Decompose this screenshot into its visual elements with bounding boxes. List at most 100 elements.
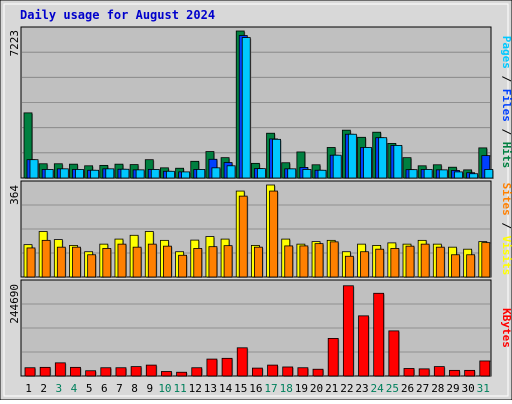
x-tick-label: 19 bbox=[295, 382, 308, 395]
pages-bar bbox=[469, 173, 479, 179]
kbytes-bar bbox=[145, 364, 157, 377]
sites-bar bbox=[344, 255, 354, 278]
sites-bar bbox=[41, 239, 51, 278]
kbytes-bar bbox=[70, 366, 81, 377]
sites-bar bbox=[117, 243, 127, 278]
x-tick-label: 5 bbox=[86, 382, 93, 395]
sites-bar bbox=[269, 190, 278, 278]
sites-bar bbox=[284, 245, 294, 278]
kbytes-bar bbox=[221, 357, 233, 377]
pages-bar bbox=[317, 169, 327, 179]
sites-bar bbox=[451, 254, 460, 278]
sites-bar bbox=[26, 247, 36, 278]
series-legend: KBytes bbox=[500, 308, 512, 348]
sites-bar bbox=[102, 248, 112, 278]
x-tick-label: 16 bbox=[249, 382, 262, 395]
kbytes-bar bbox=[191, 367, 203, 377]
pages-bar bbox=[332, 154, 342, 179]
pages-bar bbox=[166, 170, 175, 179]
x-tick-label: 21 bbox=[325, 382, 338, 395]
legend-hits: Hits bbox=[500, 142, 512, 169]
kbytes-bar bbox=[464, 369, 476, 377]
x-tick-label: 7 bbox=[116, 382, 123, 395]
pages-bar bbox=[378, 137, 388, 179]
sites-bar bbox=[147, 243, 157, 278]
legend-separator: / bbox=[500, 216, 512, 236]
x-tick-label: 30 bbox=[462, 382, 475, 395]
sites-bar bbox=[329, 241, 339, 278]
kbytes-bar bbox=[282, 366, 294, 377]
pages-bar bbox=[363, 147, 372, 179]
x-tick-label: 1 bbox=[25, 382, 32, 395]
pages-bar bbox=[393, 145, 403, 179]
sites-bar bbox=[223, 245, 233, 278]
x-tick-label: 26 bbox=[401, 382, 414, 395]
pages-bar bbox=[150, 169, 160, 179]
sites-bar bbox=[178, 254, 188, 278]
chart-bars bbox=[23, 30, 494, 377]
x-tick-label: 4 bbox=[71, 382, 78, 395]
kbytes-bar bbox=[206, 358, 218, 377]
x-tick-label: 9 bbox=[146, 382, 153, 395]
pages-bar bbox=[196, 169, 206, 179]
kbytes-bar bbox=[115, 367, 127, 377]
pages-bar bbox=[120, 168, 130, 179]
pages-bar bbox=[302, 169, 312, 179]
kbytes-bar bbox=[418, 368, 430, 377]
legend-separator: / bbox=[500, 69, 512, 89]
sites-bar bbox=[87, 254, 97, 278]
kbytes-bar bbox=[342, 285, 354, 377]
kbytes-bar bbox=[327, 338, 339, 377]
sites-bar bbox=[238, 195, 248, 278]
legend-visits: Visits bbox=[500, 236, 512, 276]
y-max-label: 244690 bbox=[8, 284, 21, 324]
sites-bar bbox=[375, 248, 385, 278]
x-tick-label: 27 bbox=[416, 382, 429, 395]
kbytes-bar bbox=[54, 362, 66, 377]
pages-bar bbox=[75, 169, 84, 179]
kbytes-bar bbox=[312, 368, 324, 377]
graph-frame-inner bbox=[3, 3, 509, 397]
pages-bar bbox=[256, 168, 266, 179]
pages-bar bbox=[347, 133, 357, 179]
kbytes-bar bbox=[449, 369, 460, 377]
kbytes-bar bbox=[388, 330, 400, 377]
x-tick-label: 11 bbox=[173, 382, 186, 395]
x-tick-label: 3 bbox=[56, 382, 63, 395]
sites-bar bbox=[420, 243, 430, 278]
legend-pages: Pages bbox=[500, 36, 512, 69]
kbytes-bar bbox=[39, 366, 51, 377]
pages-bar bbox=[59, 168, 69, 179]
legend-separator: / bbox=[500, 122, 512, 142]
kbytes-bar bbox=[236, 347, 248, 377]
legend-kbytes: KBytes bbox=[500, 308, 512, 348]
pages-bar bbox=[226, 165, 236, 179]
x-tick-label: 12 bbox=[189, 382, 202, 395]
sites-bar bbox=[466, 254, 476, 278]
series-legend: Sites / Visits bbox=[500, 183, 512, 276]
kbytes-bar bbox=[403, 368, 415, 377]
pages-bar bbox=[90, 169, 100, 179]
pages-bar bbox=[423, 169, 433, 179]
kbytes-bar bbox=[358, 315, 369, 377]
x-tick-label: 15 bbox=[234, 382, 247, 395]
kbytes-bar bbox=[251, 367, 263, 377]
x-tick-label: 13 bbox=[204, 382, 217, 395]
pages-bar bbox=[408, 169, 418, 179]
sites-bar bbox=[208, 246, 218, 278]
sites-bar bbox=[163, 245, 172, 278]
x-tick-label: 24 bbox=[371, 382, 385, 395]
kbytes-bar bbox=[373, 292, 385, 377]
x-tick-label: 17 bbox=[264, 382, 277, 395]
kbytes-bar bbox=[479, 360, 491, 377]
x-tick-label: 29 bbox=[446, 382, 459, 395]
pages-bar bbox=[438, 169, 448, 179]
sites-bar bbox=[193, 248, 203, 278]
pages-bar bbox=[272, 138, 281, 179]
kbytes-bar bbox=[267, 364, 278, 377]
sites-bar bbox=[390, 248, 400, 278]
sites-bar bbox=[299, 245, 309, 278]
